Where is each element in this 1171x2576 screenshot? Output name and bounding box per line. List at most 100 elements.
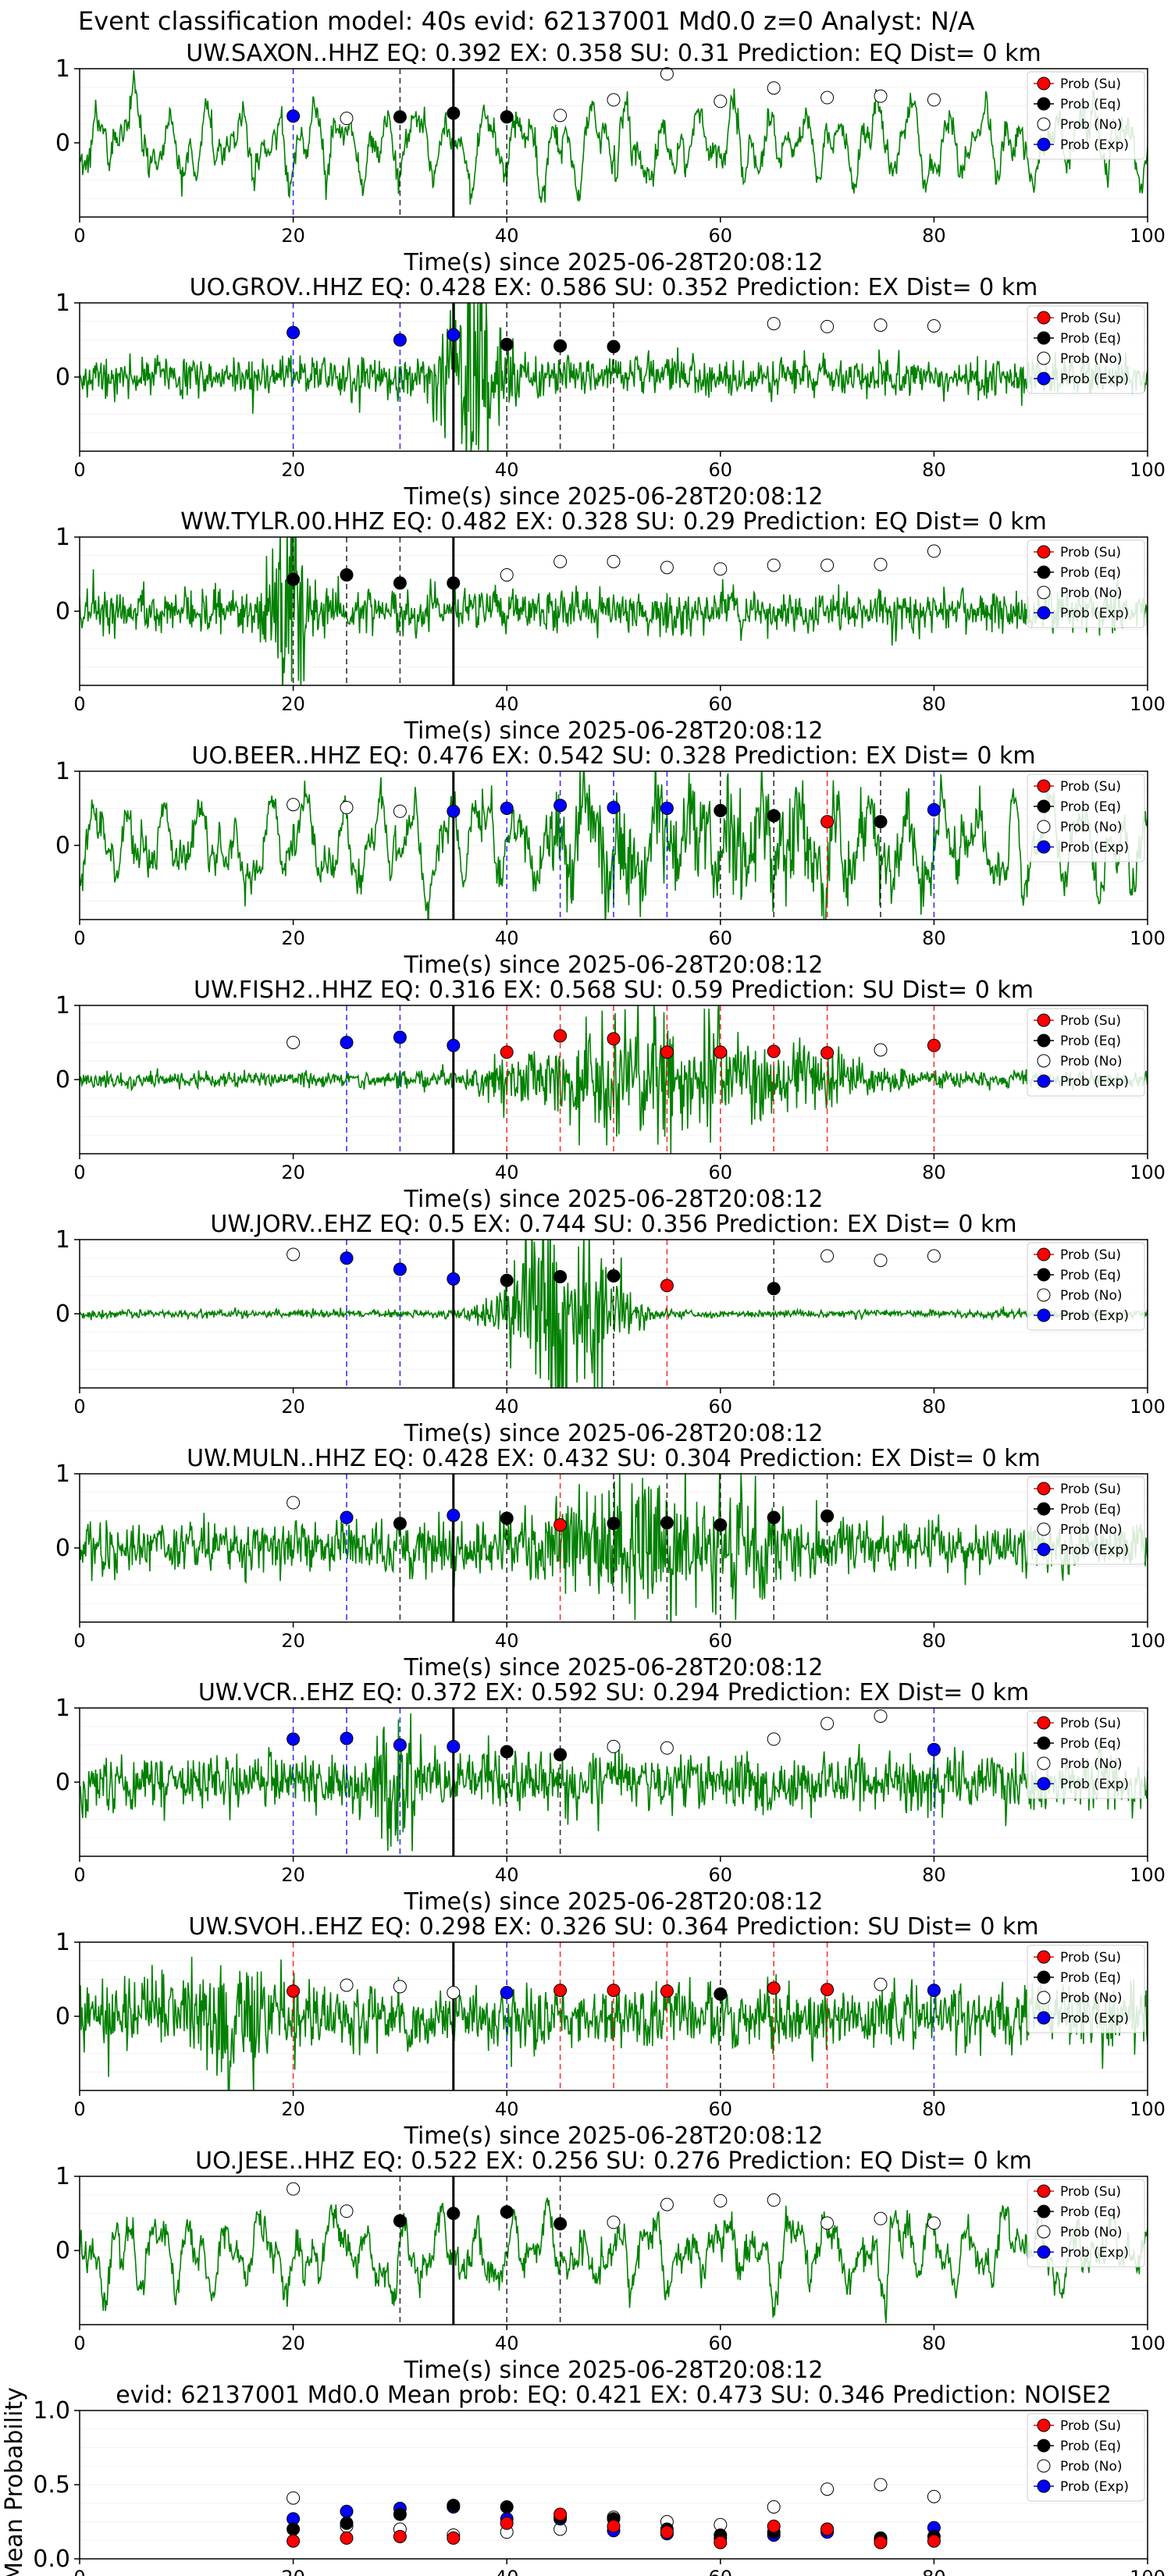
prob-point-exp	[340, 1731, 354, 1745]
prob-point-su	[553, 1518, 568, 1532]
prob-point-no	[927, 1249, 941, 1263]
prob-point-eq	[393, 2214, 407, 2228]
mean-prob-point-su	[714, 2535, 728, 2549]
prob-point-eq	[874, 815, 888, 829]
x-tick-label: 100	[1130, 459, 1166, 481]
x-tick-label: 20	[281, 2332, 305, 2354]
prob-point-eq	[553, 2217, 568, 2231]
x-tick-label: 100	[1130, 1162, 1166, 1183]
legend-label: Prob (No)	[1060, 117, 1123, 133]
legend-marker	[1037, 2418, 1051, 2432]
x-tick-label: 40	[495, 459, 519, 481]
legend-marker	[1037, 1288, 1051, 1302]
x-tick-label: 80	[922, 2098, 946, 2120]
prob-point-no	[287, 2182, 301, 2196]
y-tick-label: 1	[55, 55, 70, 83]
prob-point-eq	[447, 2207, 461, 2220]
mean-prob-point-exp	[340, 2504, 354, 2518]
prob-point-exp	[340, 1251, 354, 1265]
chart-panel-8: UW.VCR..EHZ EQ: 0.372 EX: 0.592 SU: 0.29…	[55, 1679, 1166, 1916]
prob-point-eq	[500, 1511, 514, 1525]
legend-marker	[1037, 1268, 1051, 1282]
legend-box	[1027, 774, 1145, 863]
x-tick-label: 40	[495, 927, 519, 949]
legend-label: Prob (Su)	[1060, 1013, 1121, 1029]
prob-point-exp	[927, 1984, 941, 1998]
mean-prob-point-no	[874, 2478, 888, 2492]
prob-point-no	[660, 1741, 674, 1755]
legend-label: Prob (Exp)	[1060, 1777, 1129, 1792]
x-tick-label: 80	[922, 693, 946, 715]
prob-point-no	[767, 558, 781, 572]
legend-label: Prob (Eq)	[1060, 331, 1121, 347]
prob-point-no	[660, 67, 674, 81]
y-axis-label: Mean Probability	[1, 2387, 28, 2576]
prob-point-no	[340, 801, 354, 815]
legend-label: Prob (Exp)	[1060, 1308, 1129, 1324]
y-tick-label: 0	[55, 1769, 70, 1796]
legend-marker	[1037, 606, 1051, 620]
x-tick-label: 80	[922, 1162, 946, 1183]
x-tick-label: 80	[922, 2332, 946, 2354]
prob-point-no	[393, 1980, 407, 1994]
x-tick-label: 100	[1130, 693, 1166, 715]
waveform-trace	[80, 537, 1148, 685]
legend-marker	[1037, 2184, 1051, 2198]
prob-point-no	[607, 2215, 621, 2229]
legend-box	[1027, 305, 1145, 394]
plot-area	[80, 1240, 1148, 1388]
x-tick-label: 40	[495, 225, 519, 247]
prob-point-no	[767, 317, 781, 331]
prob-point-no	[820, 91, 835, 105]
x-tick-label: 80	[922, 1864, 946, 1886]
x-tick-label: 0	[73, 225, 85, 247]
plot-area	[80, 1005, 1148, 1154]
legend-label: Prob (No)	[1060, 1054, 1123, 1069]
x-tick-label: 60	[709, 1864, 733, 1886]
prob-point-su	[607, 1984, 621, 1998]
chart-title: UW.SVOH..EHZ EQ: 0.298 EX: 0.326 SU: 0.3…	[188, 1913, 1038, 1941]
mean-prob-point-su	[607, 2519, 621, 2533]
plot-area	[80, 2176, 1148, 2325]
y-tick-label: 1	[55, 1461, 70, 1488]
y-tick-label: 1.0	[33, 2397, 70, 2425]
x-tick-label: 20	[281, 2098, 305, 2120]
legend-marker	[1037, 840, 1051, 854]
legend-label: Prob (Su)	[1060, 2418, 1121, 2434]
legend-label: Prob (Su)	[1060, 1716, 1121, 1731]
legend-label: Prob (Exp)	[1060, 2479, 1129, 2495]
prob-point-eq	[500, 1745, 514, 1759]
legend-label: Prob (Exp)	[1060, 2011, 1129, 2026]
legend-label: Prob (Su)	[1060, 76, 1121, 92]
x-tick-label: 60	[709, 1630, 733, 1652]
legend-marker	[1037, 1308, 1051, 1322]
prob-point-exp	[287, 326, 301, 340]
x-tick-label: 0	[73, 693, 85, 715]
prob-point-su	[660, 1279, 674, 1293]
x-tick-label: 60	[709, 1396, 733, 1418]
prob-point-no	[927, 544, 941, 558]
prob-point-eq	[767, 1282, 781, 1296]
y-tick-label: 1	[55, 1226, 70, 1254]
x-tick-label: 20	[281, 459, 305, 481]
mean-prob-point-su	[874, 2535, 888, 2549]
legend-marker	[1037, 2225, 1051, 2239]
x-tick-label: 60	[709, 927, 733, 949]
legend-marker	[1037, 1074, 1051, 1088]
prob-point-exp	[607, 801, 621, 815]
y-tick-label: 0	[55, 598, 70, 625]
x-tick-label: 60	[709, 225, 733, 247]
prob-point-no	[340, 112, 354, 126]
prob-point-no	[874, 89, 888, 103]
prob-point-exp	[447, 1272, 461, 1286]
x-axis-label: Time(s) since 2025-06-28T20:08:12	[404, 717, 824, 745]
waveform-trace	[80, 2197, 1148, 2324]
prob-point-eq	[714, 1518, 728, 1532]
legend-label: Prob (Su)	[1060, 2184, 1121, 2200]
prob-point-su	[820, 1046, 835, 1060]
x-tick-label: 20	[281, 1864, 305, 1886]
figure-supertitle: Event classification model: 40s evid: 62…	[78, 6, 975, 36]
x-tick-label: 0	[73, 1630, 85, 1652]
y-tick-label: 0	[55, 1535, 70, 1562]
prob-point-no	[287, 798, 301, 812]
